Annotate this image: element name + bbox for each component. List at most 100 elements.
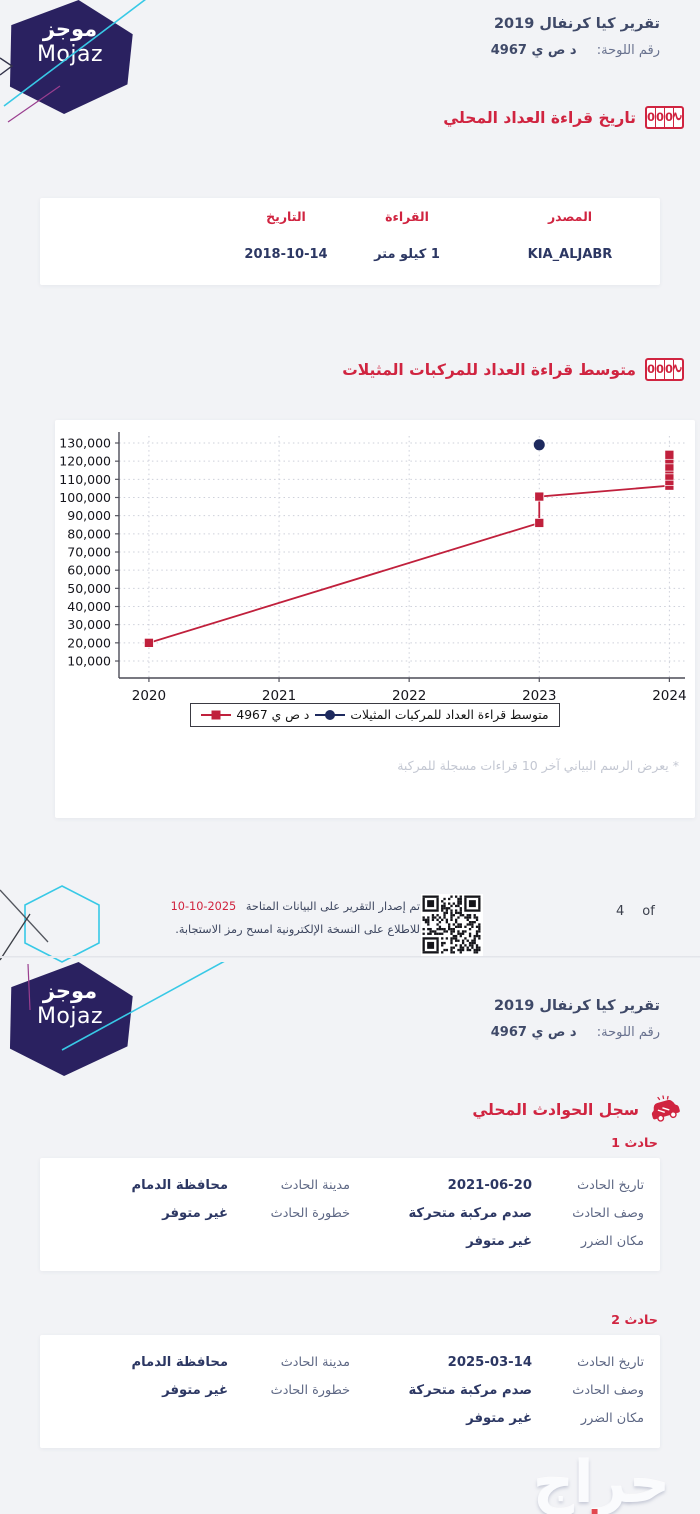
page-footer: تم إصدار التقرير على البيانات المتاحة 20… — [0, 872, 700, 964]
svg-text:2022: 2022 — [392, 688, 426, 704]
section-accidents-title: سجل الحوادث المحلي — [472, 1101, 639, 1119]
accident-field-label: مدينة الحادث — [280, 1177, 350, 1193]
section-odometer-history-title: تاريخ قراءة العداد المحلي — [443, 108, 636, 127]
svg-text:130,000: 130,000 — [59, 435, 111, 450]
svg-text:120,000: 120,000 — [59, 454, 111, 469]
qr-instruction: للاطلاع على النسخة الإلكترونية امسح رمز … — [175, 922, 420, 936]
accident-card: تاريخ الحادث 2021-06-20 مدينة الحادث محافظة… — [40, 1158, 660, 1271]
svg-text:90,000: 90,000 — [67, 508, 111, 523]
legend-circle-marker — [315, 709, 346, 721]
svg-text:2020: 2020 — [132, 688, 166, 704]
accident-field-value: 2025-03-14 — [447, 1354, 532, 1370]
plate-row: رقم اللوحة: د ص ي 4967 — [491, 43, 660, 58]
mojaz-logo: موجز Mojaz — [0, 962, 225, 1087]
accident-field-label: مكان الضرر — [580, 1410, 644, 1426]
odometer-table-column: القراءة 1 كيلو متر — [342, 209, 472, 262]
chart-legend: متوسط قراءة العداد للمركبات المثيلات د ص … — [55, 703, 695, 727]
accident-label: حادث 1 — [611, 1136, 658, 1151]
logo-arabic-text: موجز — [42, 979, 98, 1003]
accident-field-value: محافظة الدمام — [131, 1354, 228, 1370]
odometer-table-value: KIA_ALJABR — [527, 247, 613, 262]
accident-field-value: غير متوفر — [466, 1410, 532, 1426]
accident-field-label: وصف الحادث — [572, 1382, 644, 1398]
page-of-label: of — [642, 904, 655, 919]
haraj-watermark: حراج — [532, 1450, 670, 1514]
odometer-table-card: المصدر KIA_ALJABR القراءة 1 كيلو متر التاريخ… — [40, 198, 660, 285]
svg-text:2021: 2021 — [262, 688, 296, 704]
section-avg-odometer-title: متوسط قراءة العداد للمركبات المثيلات — [342, 360, 636, 379]
odometer-table-header: التاريخ — [266, 209, 306, 224]
section-accidents: سجل الحوادث المحلي — [472, 1094, 684, 1126]
odometer-digit: 0 — [665, 108, 674, 127]
odometer-digit: 0 — [647, 108, 656, 127]
footer-decoration-hexagon — [0, 885, 100, 963]
odometer-table-column: المصدر KIA_ALJABR — [505, 209, 635, 262]
odometer-table-value: 2018-10-14 — [244, 247, 328, 262]
footer-issue-line: تم إصدار التقرير على البيانات المتاحة 20… — [170, 896, 420, 919]
svg-text:2024: 2024 — [652, 688, 686, 704]
legend-square-marker — [201, 709, 232, 721]
svg-text:30,000: 30,000 — [67, 617, 111, 632]
svg-text:60,000: 60,000 — [67, 563, 111, 578]
odometer-digit: 0 — [656, 108, 665, 127]
odometer-digit: 0 — [656, 360, 665, 379]
accident-row: مكان الضرر غير متوفر — [56, 1404, 644, 1432]
chart-card: 10,000 20,000 30,000 40,000 50,000 60,000 70,0… — [55, 420, 695, 818]
legend-label: د ص ي 4967 — [236, 708, 310, 722]
accident-field-value: غير متوفر — [466, 1233, 532, 1249]
footer-issue-block: تم إصدار التقرير على البيانات المتاحة 20… — [170, 896, 420, 941]
odometer-rolling-digit: 2 — [674, 362, 682, 375]
accident-field-value: محافظة الدمام — [131, 1177, 228, 1193]
legend-item: د ص ي 4967 — [201, 708, 309, 722]
legend-label: متوسط قراءة العداد للمركبات المثيلات — [350, 708, 549, 722]
car-crash-icon — [651, 1095, 680, 1122]
accident-field-value: صدم مركبة متحركة — [408, 1205, 532, 1221]
accident-row: تاريخ الحادث 2021-06-20 مدينة الحادث محافظة… — [56, 1171, 644, 1199]
qr-code — [421, 894, 483, 956]
odometer-table-header: المصدر — [547, 209, 593, 224]
page-number: 4 — [616, 904, 625, 919]
report-title: تقرير كيا كرنفال 2019 — [493, 998, 660, 1014]
accident-label: حادث 2 — [611, 1313, 658, 1328]
odometer-table-value: 1 كيلو متر — [374, 247, 440, 262]
accident-field-label: خطورة الحادث — [270, 1382, 350, 1398]
svg-text:10,000: 10,000 — [67, 654, 111, 669]
odometer-digit: 0 — [647, 360, 656, 379]
mojaz-logo: موجز Mojaz — [0, 0, 165, 125]
plate-value: د ص ي 4967 — [490, 1025, 577, 1040]
accident-field-label: تاريخ الحادث — [577, 1354, 644, 1370]
accidents-list: حادث 1 تاريخ الحادث 2021-06-20 مدينة الحادث… — [40, 1130, 660, 1490]
accident-field-value: 2021-06-20 — [447, 1177, 532, 1193]
accident-field-value: غير متوفر — [162, 1382, 228, 1398]
issue-text: تم إصدار التقرير على البيانات المتاحة — [245, 900, 420, 913]
odometer-table-header: القراءة — [385, 209, 429, 224]
chart-footnote: * يعرض الرسم البياني آخر 10 قراءات مسجلة… — [397, 758, 679, 773]
plate-label: رقم اللوحة: — [596, 1025, 660, 1040]
plate-label: رقم اللوحة: — [596, 43, 660, 58]
logo-latin-text: Mojaz — [36, 1004, 104, 1029]
accident-card: تاريخ الحادث 2025-03-14 مدينة الحادث محافظة… — [40, 1335, 660, 1448]
report-header: تقرير كيا كرنفال 2019 رقم اللوحة: د ص ي … — [491, 998, 660, 1040]
svg-text:70,000: 70,000 — [67, 545, 111, 560]
svg-text:50,000: 50,000 — [67, 581, 111, 596]
accident-row: مكان الضرر غير متوفر — [56, 1227, 644, 1255]
svg-text:80,000: 80,000 — [67, 526, 111, 541]
plate-value: د ص ي 4967 — [490, 43, 577, 58]
accident-field-value: صدم مركبة متحركة — [408, 1382, 532, 1398]
issue-date: 2025-10-10 — [170, 900, 237, 913]
odometer-table-column: التاريخ 2018-10-14 — [221, 209, 351, 262]
legend-item: متوسط قراءة العداد للمركبات المثيلات — [315, 708, 549, 722]
odometer-rolling-digit: 2 — [674, 110, 682, 123]
accident-field-label: مدينة الحادث — [280, 1354, 350, 1370]
accident-field-value: غير متوفر — [162, 1205, 228, 1221]
svg-text:20,000: 20,000 — [67, 635, 111, 650]
accident-row: وصف الحادث صدم مركبة متحركة خطورة الحادث غي… — [56, 1376, 644, 1404]
svg-text:2023: 2023 — [522, 688, 556, 704]
accident-field-label: تاريخ الحادث — [577, 1177, 644, 1193]
report-title: تقرير كيا كرنفال 2019 — [493, 16, 660, 32]
accident-row: تاريخ الحادث 2025-03-14 مدينة الحادث محافظة… — [56, 1348, 644, 1376]
